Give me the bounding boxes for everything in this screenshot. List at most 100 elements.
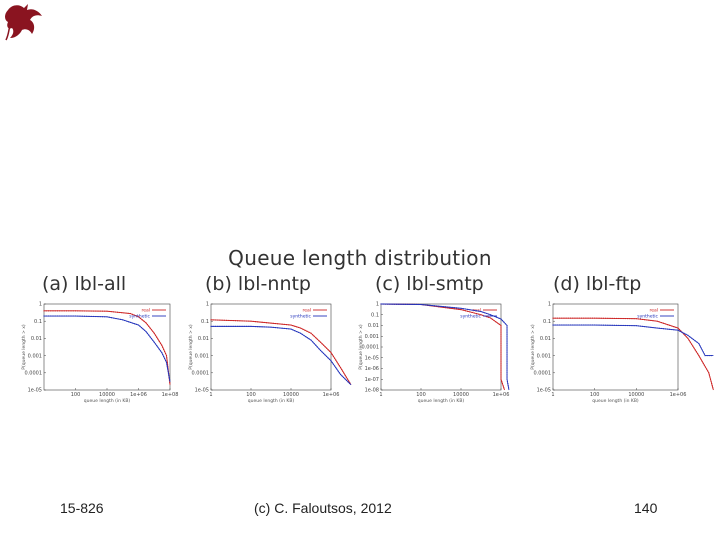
series-point-real: [700, 358, 702, 360]
series-point-real: [467, 310, 469, 312]
series-point-synthetic: [380, 303, 382, 305]
series-point-synthetic: [166, 364, 168, 366]
series-line-synthetic: [211, 325, 352, 386]
series-point-synthetic: [163, 355, 165, 358]
series-point-synthetic: [162, 353, 164, 356]
series-point-synthetic: [327, 357, 329, 359]
series-point-real: [556, 317, 558, 319]
series-point-real: [167, 366, 169, 368]
series-point-real: [318, 340, 320, 342]
series-point-real: [339, 367, 342, 369]
series-point-real: [148, 325, 150, 327]
series-point-real: [234, 320, 236, 322]
figure-title: Queue length distribution: [228, 246, 492, 270]
series-point-synthetic: [488, 313, 490, 315]
series-point-real: [45, 310, 47, 312]
series-point-synthetic: [334, 365, 336, 367]
series-point-synthetic: [336, 368, 338, 370]
series-point-real: [163, 348, 165, 350]
series-point-synthetic: [556, 324, 558, 326]
series-point-real: [552, 317, 554, 319]
series-point-synthetic: [506, 371, 508, 374]
series-point-synthetic: [241, 325, 243, 327]
series-point-synthetic: [486, 312, 488, 315]
series-point-real: [342, 370, 344, 372]
series-point-real: [563, 317, 565, 319]
series-point-synthetic: [72, 315, 74, 317]
dragon-logo: [5, 4, 42, 41]
series-point-real: [691, 343, 693, 345]
series-point-synthetic: [324, 354, 326, 356]
x-tick-label: 10000: [628, 392, 644, 398]
panel-label-c: (c) lbl-smtp: [375, 273, 484, 295]
series-point-synthetic: [322, 352, 325, 354]
legend-label-real: real: [141, 308, 150, 314]
series-point-real: [572, 317, 574, 319]
x-axis-label: queue length (in KB): [592, 398, 639, 404]
series-point-synthetic: [337, 370, 339, 372]
series-point-real: [228, 319, 230, 321]
series-line-real: [44, 310, 171, 385]
series-point-real: [680, 330, 682, 332]
series-point-synthetic: [252, 325, 254, 328]
series-point-synthetic: [460, 307, 462, 309]
series-point-real: [449, 307, 451, 309]
series-point-real: [304, 329, 306, 331]
y-tick-label: 0.1: [34, 319, 42, 325]
series-point-synthetic: [79, 315, 81, 317]
series-point-synthetic: [90, 315, 92, 317]
series-point-synthetic: [168, 376, 170, 379]
series-point-synthetic: [232, 325, 234, 327]
series-point-synthetic: [167, 372, 169, 374]
series-point-real: [283, 323, 285, 325]
series-point-synthetic: [580, 324, 583, 326]
series-point-real: [152, 330, 154, 333]
series-point-synthetic: [104, 316, 106, 318]
series-point-real: [56, 310, 59, 312]
series-point-real: [157, 338, 159, 340]
series-point-real: [169, 382, 171, 384]
series-point-synthetic: [442, 306, 444, 308]
series-point-real: [702, 362, 704, 364]
series-point-synthetic: [234, 325, 236, 327]
series-point-synthetic: [45, 315, 47, 317]
series-point-synthetic: [618, 324, 620, 326]
series-point-synthetic: [344, 378, 346, 380]
series-point-synthetic: [416, 303, 418, 305]
legend-label-synthetic: synthetic: [129, 314, 150, 320]
series-point-real: [230, 319, 232, 322]
series-point-real: [660, 322, 662, 324]
series-point-real: [684, 334, 686, 336]
series-point-real: [286, 324, 288, 326]
series-point-synthetic: [268, 326, 270, 328]
x-tick-label: 1: [379, 392, 382, 398]
series-point-real: [565, 317, 567, 319]
series-point-synthetic: [506, 349, 508, 351]
series-point-real: [567, 317, 569, 319]
series-point-real: [500, 356, 502, 358]
series-point-synthetic: [639, 325, 642, 327]
series-point-real: [694, 349, 696, 351]
series-point-synthetic: [696, 341, 698, 343]
series-point-real: [261, 321, 263, 323]
series-point-synthetic: [158, 348, 160, 350]
series-line-real: [210, 319, 352, 386]
y-tick-label: 0.001: [537, 353, 551, 359]
series-point-synthetic: [506, 336, 508, 338]
x-tick-label: 10000: [283, 392, 299, 398]
series-point-real: [159, 342, 162, 344]
series-point-synthetic: [506, 331, 508, 333]
series-point-real: [153, 332, 155, 334]
series-point-synthetic: [70, 315, 72, 317]
series-point-synthetic: [449, 306, 451, 308]
series-point-real: [274, 322, 276, 325]
series-point-synthetic: [506, 380, 508, 382]
series-point-real: [166, 361, 168, 363]
series-point-real: [587, 317, 589, 319]
footer-course: 15-826: [60, 500, 104, 516]
series-point-real: [259, 321, 261, 323]
series-point-synthetic: [409, 303, 411, 305]
series-point-real: [496, 322, 499, 324]
series-point-real: [576, 317, 578, 319]
